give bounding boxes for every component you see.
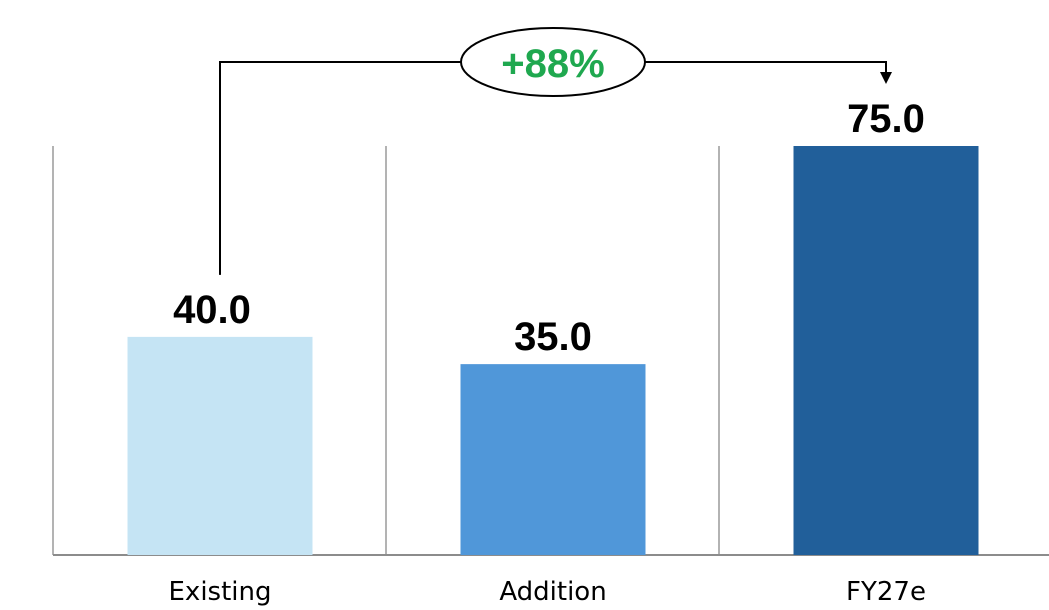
value-label-addition: 35.0 xyxy=(514,315,592,359)
value-labels-group: 40.0 35.0 75.0 xyxy=(173,97,925,359)
bar-addition xyxy=(460,364,646,555)
bar-existing xyxy=(127,336,313,555)
value-label-fy27e: 75.0 xyxy=(847,97,925,141)
growth-bubble xyxy=(460,27,646,97)
value-label-existing: 40.0 xyxy=(173,288,251,332)
bars-group xyxy=(127,146,979,555)
bar-fy27e xyxy=(793,146,979,555)
category-label-existing: Existing xyxy=(169,577,272,607)
category-label-fy27e: FY27e xyxy=(846,577,926,607)
category-labels-group: Existing Addition FY27e xyxy=(169,577,926,607)
growth-label: +88% xyxy=(501,42,604,86)
growth-arrowhead-icon xyxy=(880,72,892,84)
category-label-addition: Addition xyxy=(499,577,606,607)
